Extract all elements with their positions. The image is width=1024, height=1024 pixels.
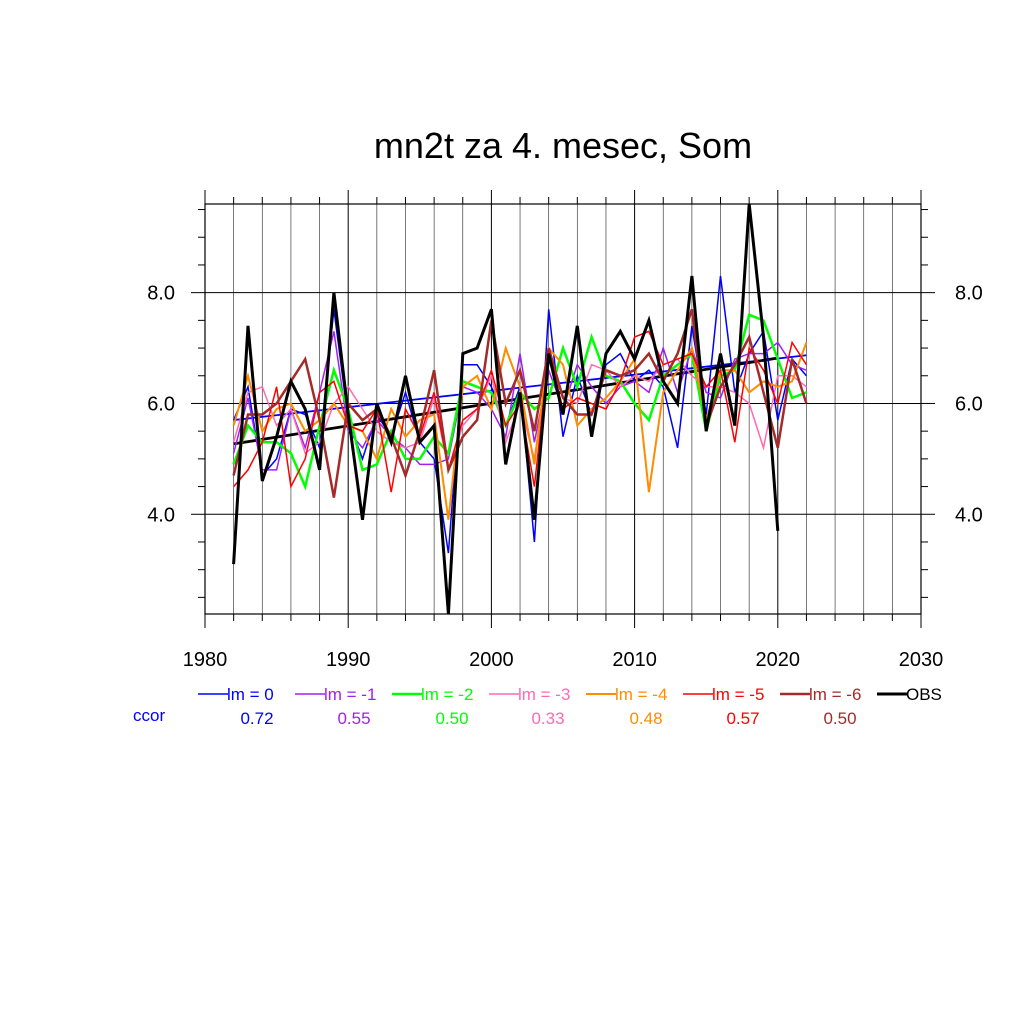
ccor-value: 0.33 — [531, 709, 564, 728]
ccor-value: 0.55 — [337, 709, 370, 728]
x-tick-label: 1980 — [183, 649, 228, 671]
series-line-7 — [232, 203, 780, 615]
legend-label: lm = -1 — [324, 685, 376, 704]
legend-label: lm = -5 — [712, 685, 764, 704]
tick-labels: 1980 1990 2000 2010 2020 2030 4.0 4.0 6.0 6.0 8.0 8… — [147, 283, 983, 671]
legend-label: lm = -3 — [518, 685, 570, 704]
ccor-label: ccor — [133, 706, 165, 725]
x-tick-label: 2010 — [612, 649, 657, 671]
ccor-value: 0.50 — [435, 709, 468, 728]
legend-label: lm = 0 — [227, 685, 274, 704]
x-tick-label: 2020 — [756, 649, 801, 671]
y-tick-label-left: 6.0 — [147, 393, 175, 415]
series-lines — [232, 203, 808, 615]
y-tick-label-right: 8.0 — [955, 283, 983, 305]
legend-label: OBS — [906, 685, 942, 704]
x-tick-label: 2030 — [899, 649, 944, 671]
ccor-value: 0.50 — [823, 709, 856, 728]
legend-label: lm = -4 — [615, 685, 667, 704]
y-tick-label-right: 6.0 — [955, 393, 983, 415]
legend-label: lm = -2 — [421, 685, 473, 704]
y-tick-label-left: 4.0 — [147, 504, 175, 526]
x-tick-label: 1990 — [326, 649, 371, 671]
grid — [204, 204, 922, 614]
x-tick-label: 2000 — [469, 649, 514, 671]
ccor-value: 0.48 — [629, 709, 662, 728]
y-tick-label-right: 4.0 — [955, 504, 983, 526]
ccor-value: 0.72 — [240, 709, 273, 728]
legend: lm = 0 lm = -1 lm = -2 lm = -3 lm = -4 lm = -… — [198, 685, 942, 704]
legend-label: lm = -6 — [809, 685, 861, 704]
chart-title: mn2t za 4. mesec, Som — [374, 125, 752, 166]
ccor-row: ccor 0.72 0.55 0.50 0.33 0.48 0.57 0.50 — [133, 706, 857, 728]
plot-frame — [191, 190, 935, 628]
plot-border — [204, 203, 922, 615]
ccor-value: 0.57 — [726, 709, 759, 728]
y-tick-label-left: 8.0 — [147, 283, 175, 305]
